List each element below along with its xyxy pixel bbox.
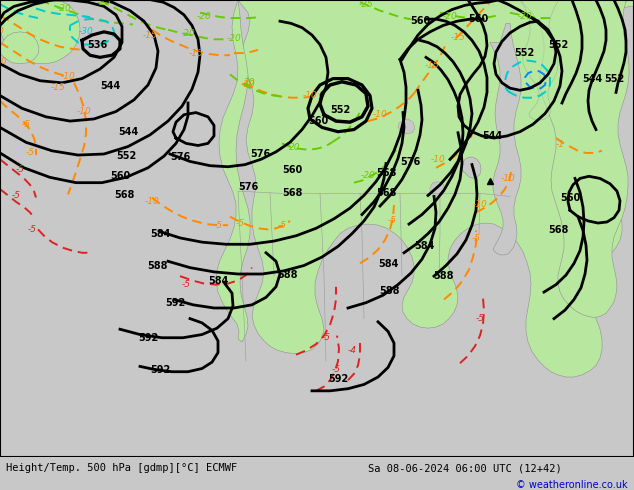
Text: -4: -4 [347, 346, 356, 355]
Text: 584: 584 [414, 242, 434, 251]
Text: -20: -20 [197, 12, 211, 22]
Polygon shape [520, 0, 560, 120]
Text: 0: 0 [0, 27, 3, 36]
Text: 592: 592 [150, 365, 170, 374]
Polygon shape [520, 0, 634, 318]
Text: -5: -5 [387, 217, 396, 225]
Text: 592: 592 [165, 298, 185, 308]
Text: -20: -20 [443, 12, 457, 22]
Text: -10: -10 [241, 80, 256, 90]
Polygon shape [430, 182, 445, 196]
Text: 560: 560 [560, 193, 580, 202]
Text: -5: -5 [27, 225, 37, 234]
Text: 552: 552 [330, 105, 350, 116]
Text: 544: 544 [100, 81, 120, 91]
Text: 552: 552 [116, 151, 136, 161]
Text: -10: -10 [145, 197, 159, 206]
Text: -1: -1 [555, 140, 564, 149]
Text: Height/Temp. 500 hPa [gdmp][°C] ECMWF: Height/Temp. 500 hPa [gdmp][°C] ECMWF [6, 464, 238, 473]
Text: Sa 08-06-2024 06:00 UTC (12+42): Sa 08-06-2024 06:00 UTC (12+42) [368, 464, 562, 473]
Text: -20: -20 [181, 29, 195, 39]
Polygon shape [490, 24, 521, 255]
Text: -5: -5 [181, 280, 190, 289]
Text: 568: 568 [376, 168, 396, 178]
Text: -15: -15 [189, 49, 204, 58]
Polygon shape [398, 119, 415, 134]
Text: 552: 552 [514, 48, 534, 58]
Text: 576: 576 [400, 157, 420, 168]
Text: -20: -20 [56, 4, 72, 13]
Text: 568: 568 [376, 188, 396, 198]
Text: -15: -15 [451, 33, 465, 42]
Text: 560: 560 [308, 116, 328, 126]
Polygon shape [216, 0, 250, 342]
Text: 576: 576 [238, 182, 258, 192]
Text: 584: 584 [150, 229, 170, 239]
Text: -20: -20 [517, 12, 533, 22]
Text: -10: -10 [501, 174, 515, 183]
Text: -20: -20 [226, 34, 242, 43]
Text: 552: 552 [548, 40, 568, 49]
Text: 552: 552 [604, 74, 624, 84]
Text: 588: 588 [278, 270, 298, 280]
Text: -10: -10 [61, 72, 75, 81]
Text: 536: 536 [87, 40, 107, 49]
Text: 560: 560 [410, 16, 430, 26]
Text: 592: 592 [328, 374, 348, 384]
Text: 584: 584 [378, 259, 398, 270]
Polygon shape [0, 0, 80, 64]
Text: -5: -5 [278, 220, 287, 230]
Text: -10: -10 [0, 57, 8, 66]
Text: -25: -25 [359, 0, 373, 9]
Text: 576: 576 [250, 149, 270, 159]
Text: 584: 584 [208, 276, 228, 287]
Text: -15: -15 [143, 30, 157, 40]
Text: -20: -20 [361, 171, 375, 180]
Text: 560: 560 [282, 165, 302, 175]
Text: -5: -5 [476, 314, 484, 323]
Text: 20: 20 [244, 78, 256, 87]
Text: -5: -5 [15, 166, 25, 174]
Text: -10: -10 [430, 155, 445, 164]
Text: © weatheronline.co.uk: © weatheronline.co.uk [516, 480, 628, 490]
Text: 588: 588 [434, 271, 454, 281]
Text: -10: -10 [472, 200, 488, 209]
Polygon shape [238, 0, 634, 377]
Text: -5: -5 [235, 219, 245, 227]
Text: -5: -5 [472, 234, 481, 244]
Text: -10: -10 [302, 91, 318, 100]
Text: 560: 560 [110, 172, 130, 181]
Text: -10: -10 [77, 107, 91, 116]
Polygon shape [462, 157, 481, 178]
Text: 588: 588 [148, 261, 168, 270]
Text: 544: 544 [482, 131, 502, 141]
Text: 588: 588 [380, 286, 400, 296]
Text: -25: -25 [96, 0, 112, 7]
Text: -5: -5 [214, 220, 223, 230]
Text: 568: 568 [281, 188, 302, 198]
Text: 560: 560 [468, 14, 488, 24]
Text: 20: 20 [289, 143, 301, 152]
Text: 544: 544 [582, 74, 602, 84]
Text: -5: -5 [25, 148, 34, 157]
Polygon shape [0, 32, 39, 64]
Text: -15: -15 [51, 83, 65, 92]
Text: 544: 544 [118, 127, 138, 137]
Text: -5: -5 [332, 365, 340, 374]
Text: 576: 576 [170, 152, 190, 162]
Text: -5: -5 [22, 120, 30, 129]
Text: -5: -5 [11, 191, 20, 200]
Text: -30: -30 [79, 27, 93, 36]
Text: 568: 568 [548, 225, 568, 236]
Text: 592: 592 [138, 333, 158, 343]
Text: 568: 568 [114, 191, 134, 200]
Text: -15: -15 [425, 61, 439, 71]
Text: -10: -10 [373, 110, 387, 119]
Text: -5: -5 [321, 333, 330, 342]
